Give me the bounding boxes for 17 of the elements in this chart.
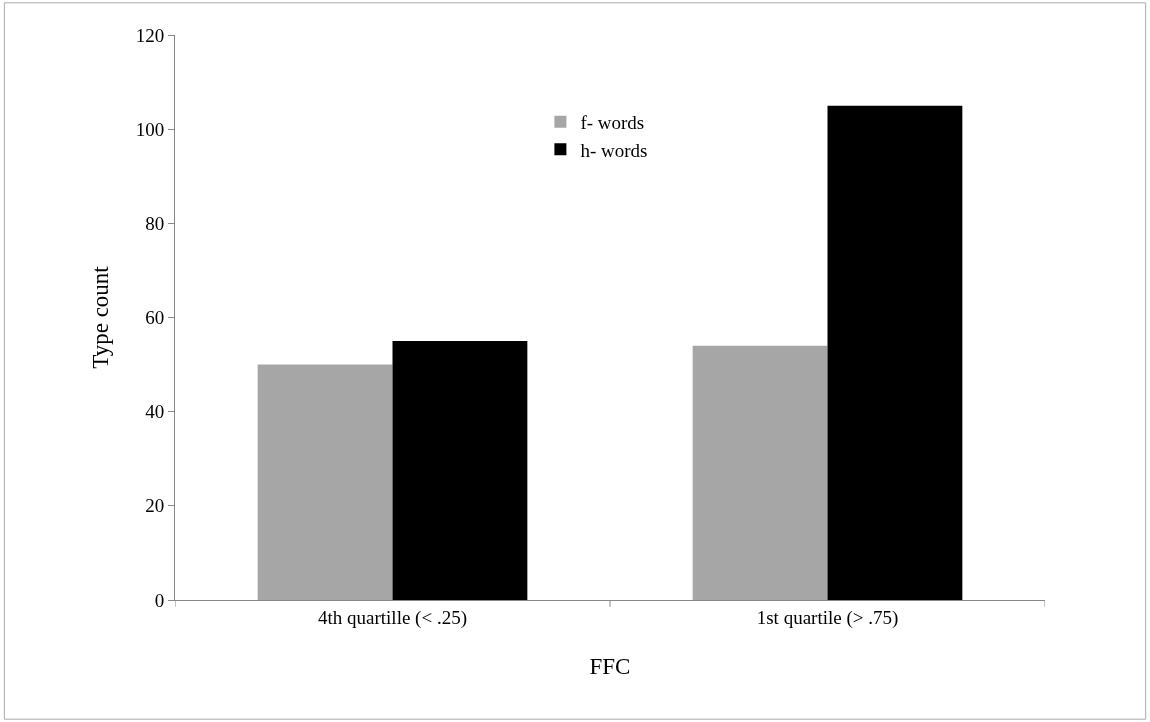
legend-label: h- words [580,139,648,161]
y-tick-label: 100 [135,118,165,140]
y-tick-label: 20 [145,495,165,517]
y-axis-title: Type count [88,265,114,369]
bar [692,345,828,600]
legend-label: f- words [580,112,645,134]
y-tick-label: 60 [145,307,165,329]
x-axis-title: FFC [589,654,631,680]
bar [257,364,393,600]
bar [827,105,963,600]
x-tick-label: 1st quartile (> .75) [756,606,899,629]
bar [392,341,528,600]
y-tick-label: 80 [145,212,165,234]
y-tick-label: 120 [135,24,165,46]
x-tick-label: 4th quartille (< .25) [318,606,467,629]
y-tick-label: 40 [145,401,165,423]
y-tick-label: 0 [154,589,165,611]
